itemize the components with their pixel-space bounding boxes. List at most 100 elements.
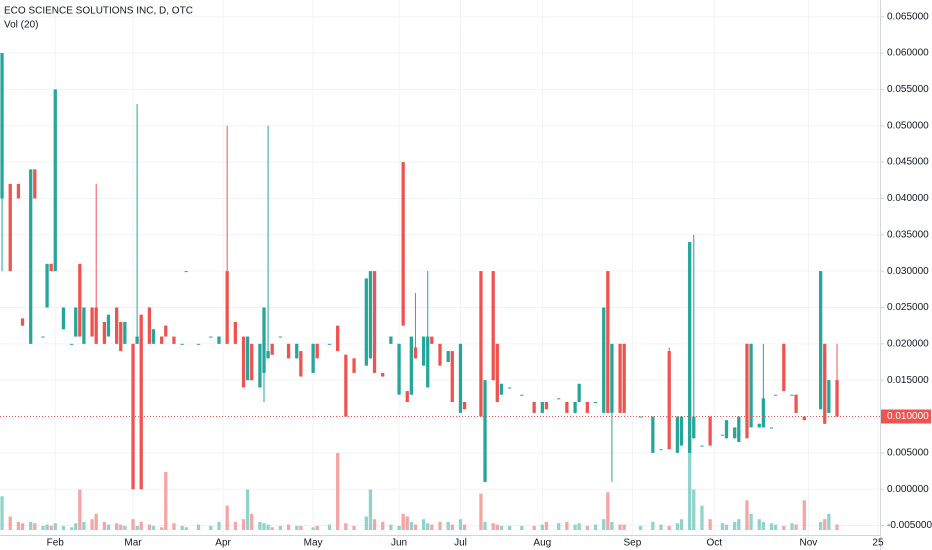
candle-body [245, 336, 250, 381]
volume-bar [499, 525, 504, 530]
volume-bar [336, 453, 340, 530]
candle-body [761, 398, 765, 428]
candle-body [147, 307, 152, 344]
candle-body [606, 271, 610, 413]
y-tick-label: 0.050000 [887, 120, 929, 131]
volume-bar [700, 505, 704, 530]
volume-bar [241, 519, 246, 530]
volume-bar [606, 492, 610, 530]
volume-bar [708, 519, 712, 530]
candle-body [757, 423, 761, 428]
candle-body [266, 351, 270, 359]
candle-body [737, 416, 741, 442]
volume-bar [790, 523, 794, 530]
volume-bar [106, 524, 111, 530]
last-price-label: 0.010000 [887, 411, 929, 422]
volume-bar [160, 527, 164, 530]
candle-body [532, 401, 536, 413]
volume-bar [426, 523, 430, 530]
candle-body [53, 89, 57, 272]
volume-bar [33, 523, 37, 530]
volume-bar [0, 496, 4, 530]
candle-body [827, 380, 831, 413]
volume-bar [544, 521, 549, 530]
volume-bar [724, 524, 729, 530]
candle-body [61, 307, 66, 330]
candle-body [585, 401, 589, 413]
candle-body [258, 343, 262, 388]
candle-body [819, 271, 823, 410]
volume-bar [491, 523, 495, 530]
candle-body [491, 271, 495, 381]
candle-body [794, 394, 798, 413]
volume-bar [540, 524, 544, 530]
volume-bar [610, 521, 614, 530]
y-tick-label: 0.025000 [887, 302, 929, 313]
volume-bar [29, 521, 33, 530]
volume-bar [225, 505, 229, 530]
candle-body [507, 387, 512, 389]
candle-body [381, 372, 385, 377]
volume-bar [692, 489, 696, 530]
volume-bar [483, 521, 487, 530]
volume-bar [520, 525, 524, 530]
candle-layer [0, 53, 839, 490]
volume-bar [78, 489, 82, 530]
x-tick-label: Nov [799, 538, 817, 549]
volume-bar [8, 516, 12, 530]
candle-body [438, 343, 442, 366]
volume-bar [270, 527, 274, 530]
candle-body [184, 271, 188, 273]
candle-body [651, 416, 655, 453]
volume-bar [794, 524, 798, 530]
volume-bar [577, 523, 581, 530]
volume-bar [94, 513, 98, 530]
axes: 0.065000 0.060000 0.055000 0.050000 0.045000… [0, 11, 932, 549]
candle-body [45, 263, 49, 308]
candle-body [106, 314, 111, 337]
y-tick-label: 0.005000 [887, 448, 929, 459]
candle-body [602, 307, 606, 413]
candle-body [368, 271, 373, 359]
candle-body [401, 162, 405, 326]
volume-bar [761, 521, 765, 530]
y-tick-label: 0.035000 [887, 229, 929, 240]
volume-bar [618, 524, 622, 530]
candle-body [344, 354, 348, 417]
candle-body [659, 449, 663, 451]
volume-bar [368, 489, 373, 530]
candle-body [638, 416, 643, 418]
candle-body [0, 53, 4, 199]
candle-body [389, 336, 393, 344]
candle-body [557, 398, 561, 400]
candle-body [483, 380, 487, 482]
y-tick-label: 0.055000 [887, 84, 929, 95]
candle-body [544, 401, 549, 410]
last-price-box [881, 409, 931, 424]
volume-bar [769, 523, 774, 530]
volume-bar [495, 524, 499, 530]
y-tick-label: 0.015000 [887, 375, 929, 386]
y-tick-label: 0.040000 [887, 193, 929, 204]
volume-bar [737, 519, 741, 530]
candle-body [446, 351, 450, 362]
volume-bar [327, 524, 332, 530]
candle-body [372, 271, 377, 373]
volume-bar [61, 525, 66, 530]
volume-bar [196, 524, 201, 530]
volume-bar [667, 525, 671, 530]
volume-bar [184, 527, 188, 530]
candle-body [90, 307, 94, 337]
candle-body [151, 329, 156, 344]
volume-bar [381, 521, 385, 530]
volume-bar [593, 524, 598, 530]
x-tick-label: Jul [454, 538, 467, 549]
candle-body [413, 347, 418, 359]
volume-bar [659, 524, 663, 530]
candle-body [573, 401, 577, 413]
candle-body [495, 343, 499, 402]
candle-body [233, 322, 237, 344]
volume-bar [462, 524, 467, 530]
candle-body [262, 307, 266, 373]
volume-bar [311, 527, 315, 530]
